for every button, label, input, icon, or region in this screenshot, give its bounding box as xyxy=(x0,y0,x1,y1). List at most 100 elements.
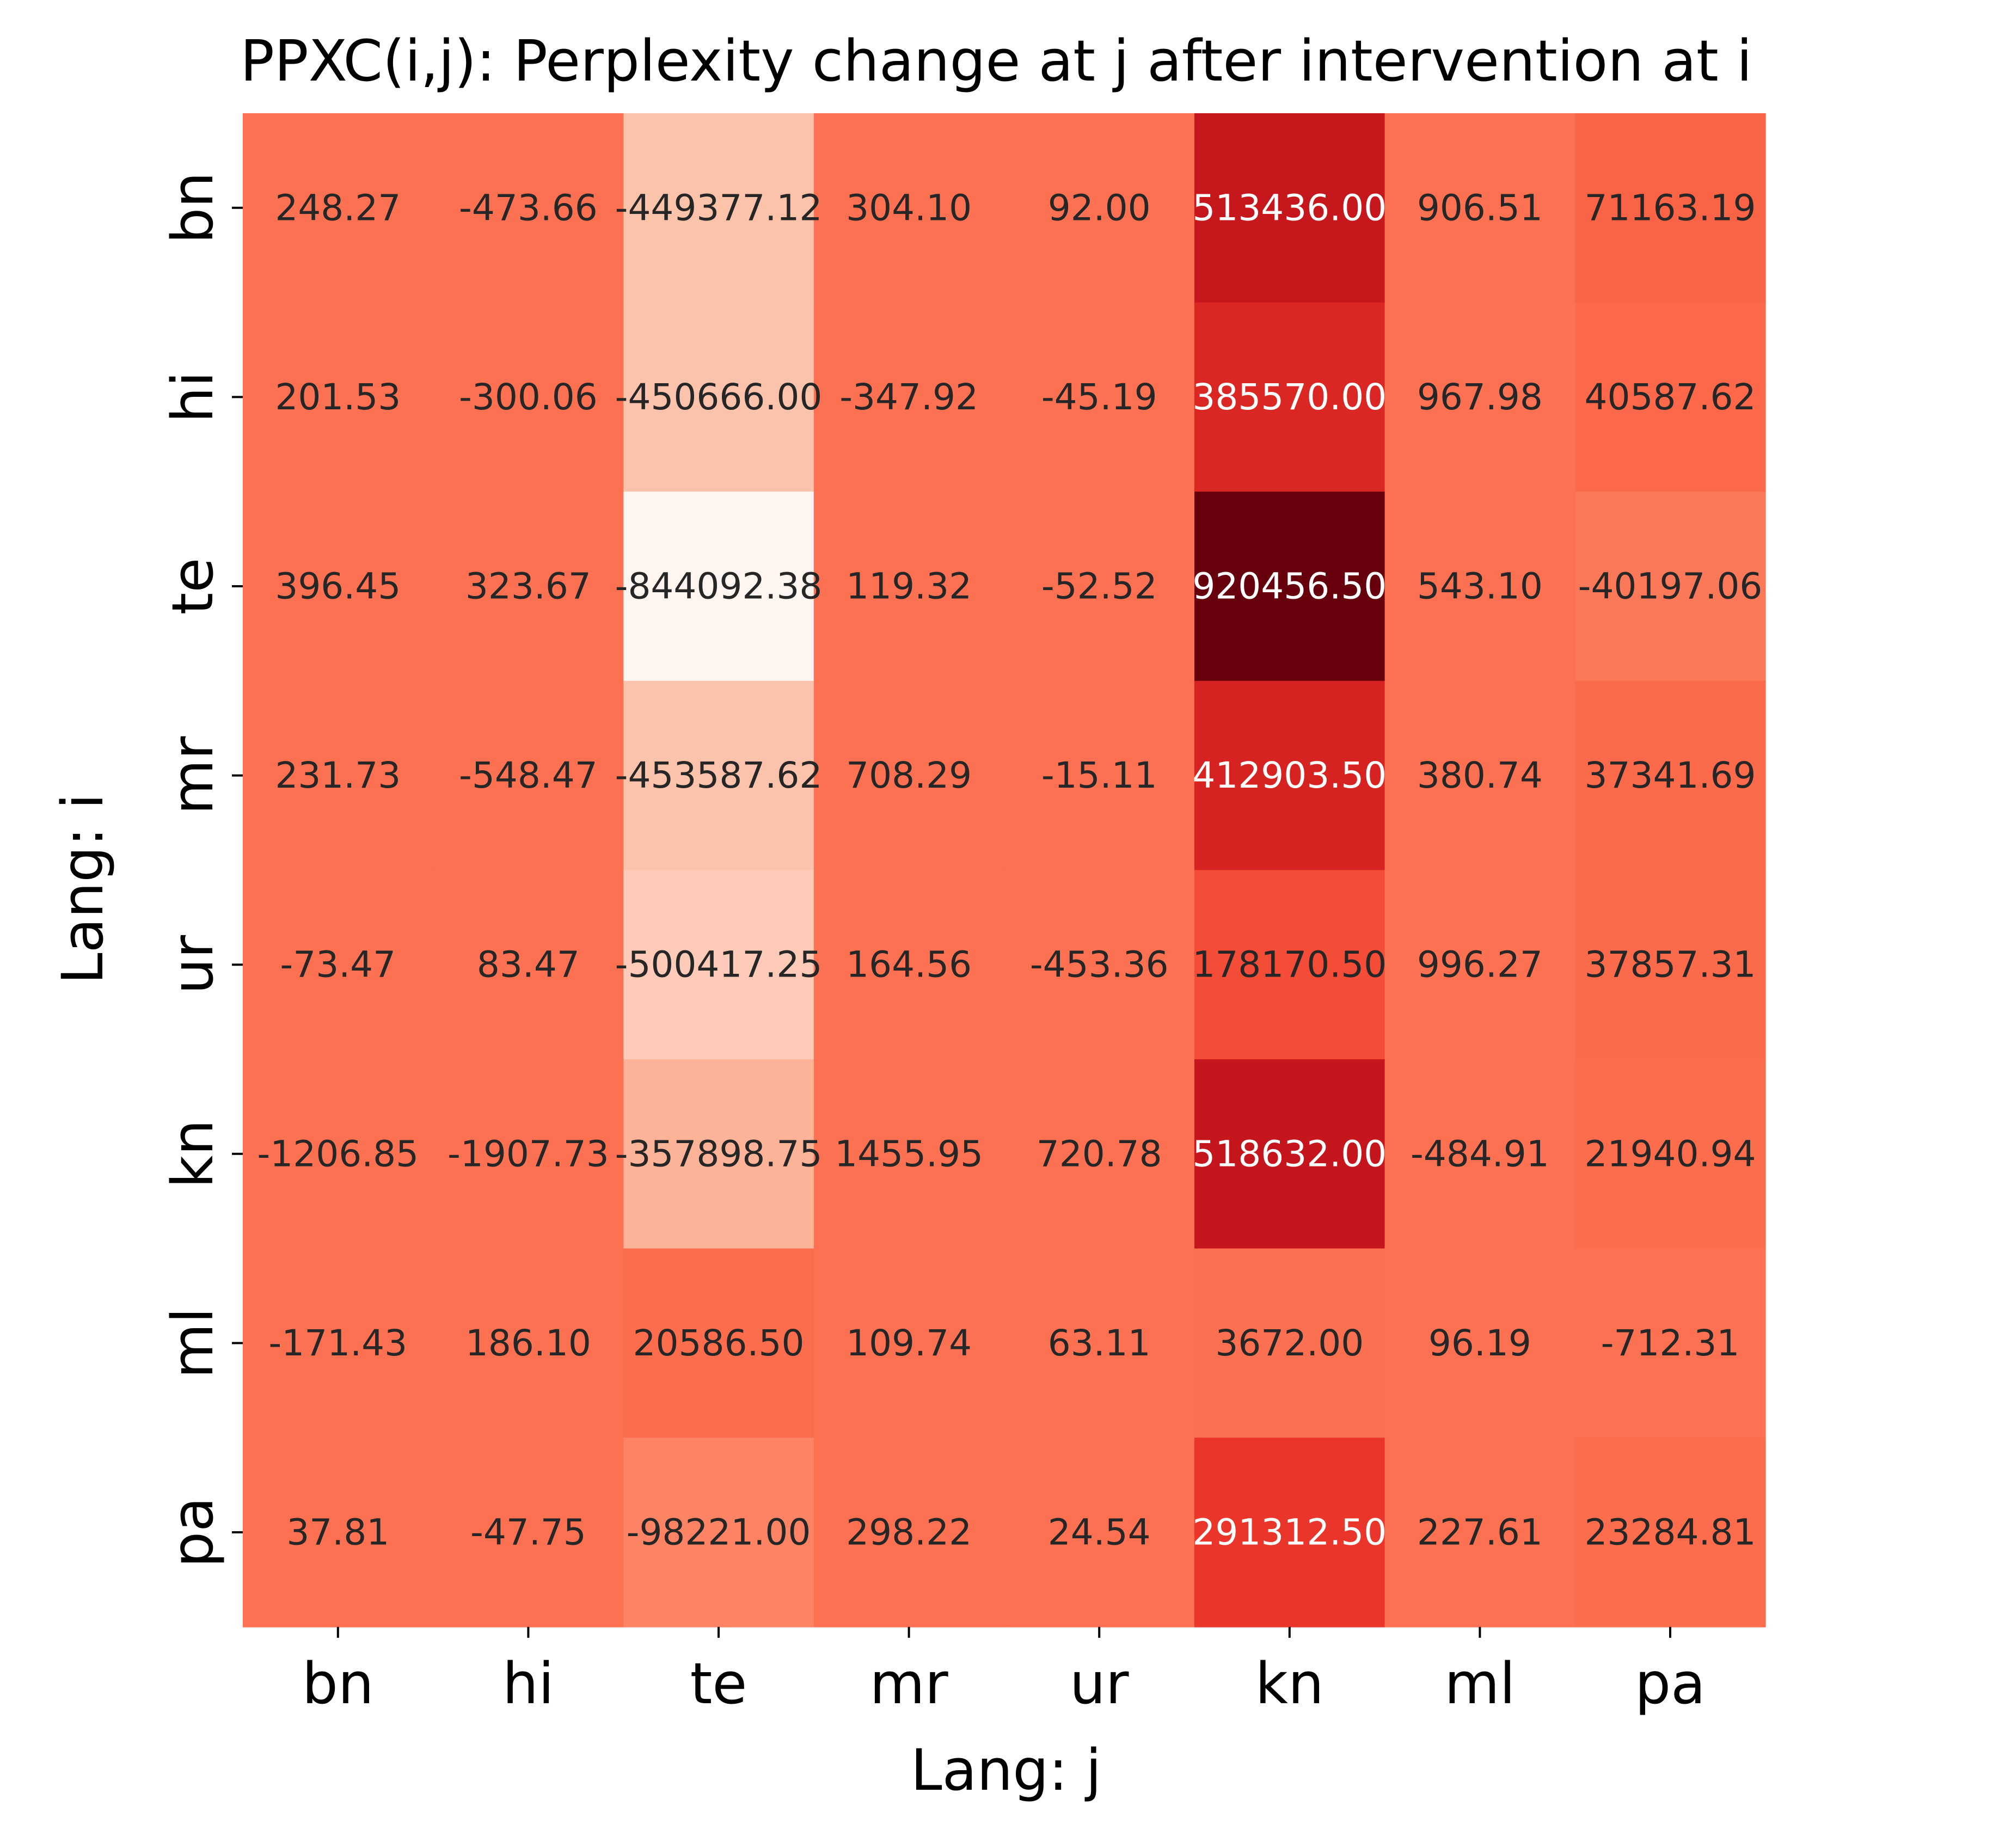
heatmap-cell-pa-pa xyxy=(1575,1438,1766,1628)
heatmap-cell-kn-ur xyxy=(1004,1059,1195,1249)
cell-value-label-pa-mr: 298.22 xyxy=(846,1512,972,1554)
heatmap-cell-bn-mr xyxy=(813,113,1005,303)
cell-value-label-ml-ur: 63.11 xyxy=(1048,1322,1151,1364)
cell-value-label-bn-pa: 71163.19 xyxy=(1585,187,1756,229)
heatmap-cell-bn-ml xyxy=(1384,113,1575,303)
cell-value-label-mr-bn: 231.73 xyxy=(275,754,401,796)
heatmap-cell-ur-pa xyxy=(1575,870,1766,1060)
cell-value-label-kn-te: -357898.75 xyxy=(615,1133,823,1175)
cell-value-label-mr-hi: -548.47 xyxy=(459,754,598,796)
heatmap-cell-kn-ml xyxy=(1384,1059,1575,1249)
cell-value-label-mr-pa: 37341.69 xyxy=(1585,754,1756,796)
x-tick-label-hi: hi xyxy=(502,1650,554,1717)
cell-value-label-te-bn: 396.45 xyxy=(275,566,401,607)
cell-value-label-mr-kn: 412903.50 xyxy=(1192,754,1387,796)
cell-value-label-ur-pa: 37857.31 xyxy=(1585,944,1756,986)
heatmap-cell-hi-ml xyxy=(1384,302,1575,492)
heatmap-cell-te-mr xyxy=(813,492,1005,682)
heatmap-cell-ml-hi xyxy=(433,1248,624,1438)
heatmap-cell-kn-te xyxy=(623,1059,814,1249)
heatmap-cells xyxy=(243,113,1766,1628)
x-tick-label-ml: ml xyxy=(1444,1650,1515,1717)
heatmap-cell-ml-mr xyxy=(813,1248,1005,1438)
cell-value-label-hi-ur: -45.19 xyxy=(1041,376,1157,418)
y-tick-label-hi: hi xyxy=(160,371,226,423)
chart-title: PPXC(i,j): Perplexity change at j after … xyxy=(240,28,1752,94)
cell-value-label-hi-pa: 40587.62 xyxy=(1585,376,1756,418)
cell-value-label-pa-pa: 23284.81 xyxy=(1585,1512,1756,1554)
cell-value-label-bn-ml: 906.51 xyxy=(1417,187,1543,229)
cell-value-label-pa-ml: 227.61 xyxy=(1417,1512,1543,1554)
cell-value-label-ml-ml: 96.19 xyxy=(1428,1322,1531,1364)
heatmap-cell-te-kn xyxy=(1194,492,1385,682)
cell-value-label-hi-ml: 967.98 xyxy=(1417,376,1543,418)
cell-value-label-te-te: -844092.38 xyxy=(615,566,823,607)
cell-value-label-ml-pa: -712.31 xyxy=(1601,1322,1740,1364)
cell-value-label-bn-kn: 513436.00 xyxy=(1192,187,1387,229)
cell-value-label-ml-kn: 3672.00 xyxy=(1215,1322,1364,1364)
heatmap-cell-ur-te xyxy=(623,870,814,1060)
cell-value-label-bn-te: -449377.12 xyxy=(615,187,823,229)
heatmap-cell-pa-ur xyxy=(1004,1438,1195,1628)
heatmap-cell-ml-ml xyxy=(1384,1248,1575,1438)
y-tick-label-kn: kn xyxy=(160,1120,226,1188)
cell-value-label-ml-mr: 109.74 xyxy=(846,1322,972,1364)
cell-value-label-ur-mr: 164.56 xyxy=(846,944,972,986)
x-tick-label-kn: kn xyxy=(1255,1650,1324,1717)
cell-value-label-ur-ml: 996.27 xyxy=(1417,944,1543,986)
cell-value-label-kn-hi: -1907.73 xyxy=(447,1133,609,1175)
heatmap-cell-mr-te xyxy=(623,680,814,871)
cell-value-label-mr-te: -453587.62 xyxy=(615,754,823,796)
cell-value-label-ur-te: -500417.25 xyxy=(615,944,823,986)
cell-value-label-hi-kn: 385570.00 xyxy=(1192,376,1387,418)
y-axis-label: Lang: i xyxy=(50,794,116,985)
cell-value-label-te-pa: -40197.06 xyxy=(1578,566,1763,607)
cell-value-label-mr-mr: 708.29 xyxy=(846,754,972,796)
x-axis-label: Lang: j xyxy=(911,1737,1102,1803)
y-tick-label-mr: mr xyxy=(160,736,226,814)
heatmap-cell-bn-pa xyxy=(1575,113,1766,303)
heatmap-cell-hi-te xyxy=(623,302,814,492)
heatmap-cell-pa-kn xyxy=(1194,1438,1385,1628)
cell-value-label-mr-ur: -15.11 xyxy=(1041,754,1157,796)
heatmap-cell-te-ml xyxy=(1384,492,1575,682)
cell-value-label-hi-hi: -300.06 xyxy=(459,376,598,418)
y-tick-label-ml: ml xyxy=(160,1307,226,1378)
cell-value-label-ml-hi: 186.10 xyxy=(465,1322,591,1364)
heatmap-cell-te-hi xyxy=(433,492,624,682)
x-tick-label-mr: mr xyxy=(870,1650,948,1717)
heatmap-cell-labels: 248.27 -473.66 -449377.12 304.10 92.00 513436… xyxy=(257,187,1762,1553)
heatmap-cell-te-pa xyxy=(1575,492,1766,682)
heatmap-cell-hi-bn xyxy=(243,302,434,492)
heatmap-cell-te-bn xyxy=(243,492,434,682)
heatmap-cell-bn-bn xyxy=(243,113,434,303)
cell-value-label-te-hi: 323.67 xyxy=(465,566,591,607)
heatmap-cell-pa-hi xyxy=(433,1438,624,1628)
heatmap-cell-kn-pa xyxy=(1575,1059,1766,1249)
cell-value-label-kn-ur: 720.78 xyxy=(1037,1133,1162,1175)
cell-value-label-pa-hi: -47.75 xyxy=(470,1512,586,1554)
heatmap-cell-ml-ur xyxy=(1004,1248,1195,1438)
heatmap-cell-kn-bn xyxy=(243,1059,434,1249)
heatmap-cell-ml-te xyxy=(623,1248,814,1438)
heatmap-cell-ur-hi xyxy=(433,870,624,1060)
heatmap-cell-ur-ur xyxy=(1004,870,1195,1060)
cell-value-label-kn-bn: -1206.85 xyxy=(257,1133,419,1175)
cell-value-label-hi-bn: 201.53 xyxy=(275,376,401,418)
heatmap-cell-mr-bn xyxy=(243,680,434,871)
heatmap-cell-ur-mr xyxy=(813,870,1005,1060)
cell-value-label-kn-kn: 518632.00 xyxy=(1192,1133,1387,1175)
x-tick-label-ur: ur xyxy=(1070,1650,1129,1717)
heatmap-cell-ur-kn xyxy=(1194,870,1385,1060)
heatmap-cell-ur-ml xyxy=(1384,870,1575,1060)
heatmap-cell-te-ur xyxy=(1004,492,1195,682)
heatmap-cell-pa-te xyxy=(623,1438,814,1628)
heatmap-cell-bn-kn xyxy=(1194,113,1385,303)
cell-value-label-bn-mr: 304.10 xyxy=(846,187,972,229)
heatmap-cell-bn-hi xyxy=(433,113,624,303)
heatmap-cell-kn-kn xyxy=(1194,1059,1385,1249)
heatmap-cell-mr-ur xyxy=(1004,680,1195,871)
heatmap-cell-bn-te xyxy=(623,113,814,303)
heatmap-cell-kn-mr xyxy=(813,1059,1005,1249)
cell-value-label-bn-hi: -473.66 xyxy=(459,187,598,229)
